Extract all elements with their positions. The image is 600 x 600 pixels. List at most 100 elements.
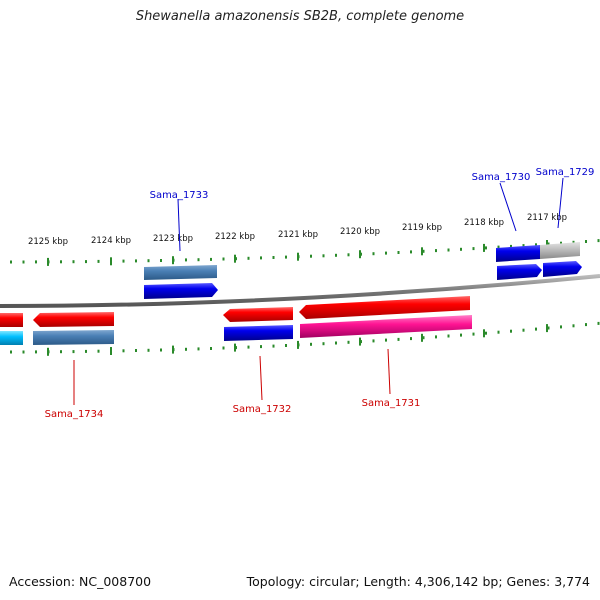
minor-tick: [22, 260, 25, 264]
gene-sama-1732-cds[interactable]: [223, 307, 293, 322]
minor-tick: [210, 347, 212, 350]
minor-tick: [185, 258, 187, 262]
map-title: Shewanella amazonensis SB2B, complete ge…: [135, 9, 465, 24]
gene-sama-1729-feature[interactable]: [540, 242, 580, 259]
major-tick: [421, 333, 423, 342]
minor-tick: [260, 256, 262, 260]
major-tick: [110, 347, 112, 355]
minor-tick: [310, 342, 312, 346]
gene-sama-1734-cds[interactable]: [33, 312, 114, 327]
tick-label: 2125 kbp: [28, 237, 68, 247]
accession-text: Accession: NC_008700: [9, 574, 152, 589]
minor-tick: [535, 243, 537, 247]
major-tick: [483, 243, 485, 252]
minor-tick: [285, 344, 287, 347]
gene-label-sama-1732[interactable]: Sama_1732: [233, 404, 292, 415]
outer-tick-track: [10, 239, 600, 266]
minor-tick: [485, 331, 487, 335]
genome-backbone: [0, 274, 600, 308]
minor-tick: [497, 245, 500, 249]
gene-partial-left-cds[interactable]: [0, 313, 23, 327]
minor-tick: [435, 249, 437, 253]
gene-sama-1733-cds[interactable]: [144, 283, 218, 299]
major-tick: [172, 256, 174, 265]
minor-tick: [85, 260, 87, 264]
gene-sama-1734-feature[interactable]: [33, 330, 114, 345]
minor-tick: [335, 253, 337, 257]
leader-sama-1733: [177, 198, 181, 252]
minor-tick: [122, 259, 125, 263]
gene-sama-1730-cds[interactable]: [497, 264, 542, 280]
reverse-strand-features: [0, 296, 472, 345]
gene-sama-1730-feature[interactable]: [496, 245, 540, 262]
minor-tick: [460, 247, 462, 251]
minor-tick: [222, 346, 225, 350]
minor-tick: [272, 256, 275, 259]
minor-tick: [210, 257, 212, 261]
leader-sama-1729: [557, 177, 564, 229]
minor-tick: [422, 336, 425, 340]
gene-sama-1729-cds[interactable]: [543, 261, 582, 277]
gene-label-sama-1734[interactable]: Sama_1734: [45, 409, 104, 420]
gene-labels: Sama_1733 Sama_1730 Sama_1729 Sama_1734 …: [45, 167, 595, 420]
minor-tick: [585, 323, 587, 327]
minor-tick: [335, 341, 337, 345]
tick-label: 2118 kbp: [464, 218, 504, 228]
minor-tick: [10, 260, 12, 264]
minor-tick: [597, 239, 600, 243]
minor-tick: [385, 251, 387, 255]
minor-tick: [372, 252, 375, 256]
minor-tick: [97, 259, 100, 263]
minor-tick: [510, 329, 512, 333]
major-tick: [546, 240, 548, 248]
genome-summary-text: Topology: circular; Length: 4,306,142 bp…: [246, 574, 590, 589]
gene-label-sama-1729[interactable]: Sama_1729: [536, 167, 595, 178]
minor-tick: [410, 250, 412, 254]
major-tick: [297, 340, 299, 349]
major-tick: [421, 247, 423, 256]
gene-label-sama-1733[interactable]: Sama_1733: [150, 190, 209, 201]
tick-labels: 2125 kbp 2124 kbp 2123 kbp 2122 kbp 2121…: [28, 213, 567, 247]
minor-tick: [497, 330, 500, 334]
tick-label: 2124 kbp: [91, 236, 131, 246]
minor-tick: [197, 347, 200, 351]
minor-tick: [310, 254, 312, 258]
minor-tick: [222, 257, 225, 261]
gene-label-sama-1730[interactable]: Sama_1730: [472, 172, 531, 183]
gene-label-sama-1731[interactable]: Sama_1731: [362, 398, 421, 409]
gene-sama-1731-feature[interactable]: [300, 315, 472, 338]
minor-tick: [72, 350, 75, 354]
minor-tick: [547, 326, 550, 330]
minor-tick: [135, 349, 137, 352]
tick-label: 2119 kbp: [402, 223, 442, 233]
minor-tick: [97, 349, 100, 353]
gene-sama-1732-feature[interactable]: [224, 325, 293, 341]
minor-tick: [347, 340, 350, 344]
minor-tick: [60, 260, 62, 264]
label-leaders: [73, 177, 564, 405]
minor-tick: [85, 349, 87, 353]
major-tick: [297, 252, 299, 261]
minor-tick: [72, 260, 75, 264]
gene-partial-left-feature[interactable]: [0, 331, 23, 345]
minor-tick: [460, 333, 462, 337]
major-tick: [47, 347, 49, 356]
minor-tick: [372, 339, 375, 343]
minor-tick: [447, 334, 450, 338]
minor-tick: [60, 350, 62, 354]
minor-tick: [322, 254, 325, 258]
gene-sama-1731-cds[interactable]: [299, 296, 470, 319]
major-tick: [359, 250, 361, 259]
forward-strand-features: [144, 242, 582, 299]
gene-sama-1733-feature[interactable]: [144, 265, 217, 280]
minor-tick: [260, 345, 262, 349]
tick-label: 2122 kbp: [215, 232, 255, 242]
minor-tick: [597, 321, 600, 325]
minor-tick: [572, 324, 575, 328]
minor-tick: [447, 248, 450, 252]
minor-tick: [185, 347, 187, 351]
minor-tick: [410, 337, 412, 341]
minor-tick: [547, 242, 550, 246]
minor-tick: [510, 244, 512, 248]
